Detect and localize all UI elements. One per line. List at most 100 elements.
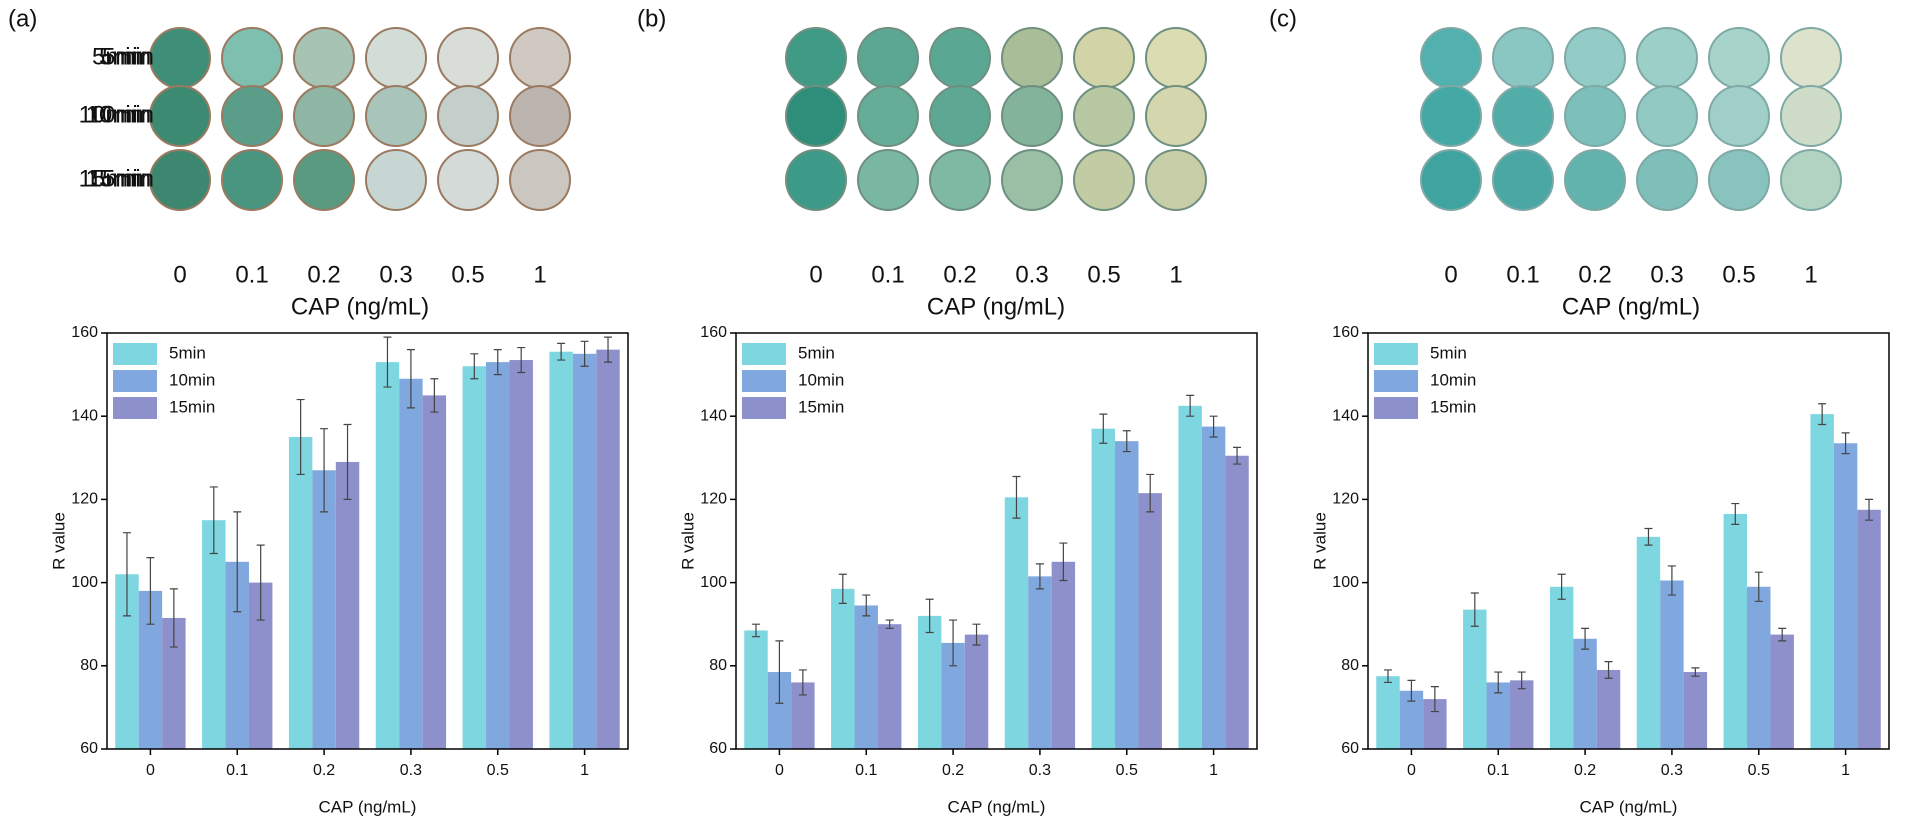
x-tick-label: 0 [1407,762,1416,779]
well-image [1420,85,1482,147]
y-tick-label: 160 [71,324,98,341]
y-tick-label: 100 [71,574,98,591]
x-tick-label: 0 [775,762,784,779]
error-bar [1059,542,1068,582]
bar [1115,441,1139,749]
legend-swatch [742,397,786,419]
panel-label: (b) [637,5,666,32]
plot-frame [735,332,1258,750]
y-tick-label: 120 [700,491,727,508]
column-label: 0.1 [871,261,904,288]
error-bar [1186,394,1195,417]
plot-frame [106,332,629,750]
bar [248,582,273,749]
x-tick-label: 0.1 [855,762,877,779]
bar [1683,672,1708,749]
bar [572,353,597,749]
error-bar [209,486,218,555]
well-image [221,27,283,89]
y-tick-label: 100 [700,574,727,591]
well-image [437,85,499,147]
legend-label: 10min [1430,370,1476,389]
error-bar [343,423,352,500]
bar [1636,536,1661,749]
bar [162,617,186,749]
well-image [1492,85,1554,147]
well-image [1708,85,1770,147]
well-image [149,149,211,211]
y-tick-label: 80 [709,657,727,674]
y-tick-label: 80 [1341,657,1359,674]
row-label: 5min [99,43,151,70]
bar [941,642,965,749]
well-image [929,85,991,147]
legend-swatch [113,397,157,419]
error-bar [1667,565,1676,596]
bar [1747,586,1771,749]
error-bar [320,428,329,513]
well-image [1564,149,1626,211]
error-bar [862,594,871,617]
bar [335,461,360,749]
error-bar [1407,679,1416,702]
error-bar [1581,627,1590,650]
bar [138,590,163,749]
error-bar [256,544,265,621]
row-label: 5min [92,43,144,70]
photo-x-label: CAP (ng/mL) [1562,293,1700,320]
bar [854,605,878,749]
error-bar [383,336,392,388]
y-tick-label: 120 [71,491,98,508]
bar [1423,699,1447,749]
x-tick-label: 0.2 [942,762,964,779]
bar [877,624,902,749]
error-bar [1470,592,1479,627]
column-label: 0.3 [1650,261,1683,288]
well-image [1636,27,1698,89]
error-bar [122,532,131,617]
well-image [509,149,571,211]
error-bar [949,619,958,667]
legend-swatch [113,370,157,392]
well-image [1073,85,1135,147]
column-label: 1 [533,261,546,288]
y-tick-label: 140 [700,407,727,424]
row-label: 10min [86,101,151,128]
bar [1463,609,1487,749]
well-image [785,85,847,147]
well-image [365,85,427,147]
column-label: 0.5 [1087,261,1120,288]
error-bar [1644,527,1653,546]
bar [1596,669,1621,749]
error-bar [1778,627,1787,642]
error-bar [751,623,760,638]
bar [1178,405,1202,749]
error-bar [604,336,613,363]
well-image [1145,85,1207,147]
column-label: 0.2 [1578,261,1611,288]
x-tick-label: 0 [146,762,155,779]
error-bar [1604,661,1613,679]
column-label: 1 [1804,261,1817,288]
error-bar [1209,415,1218,438]
error-bar [972,623,981,646]
error-bar [1122,430,1131,453]
well-image [293,27,355,89]
column-label: 0.5 [1722,261,1755,288]
error-bar [885,619,894,629]
row-label: 10min [89,101,154,128]
x-tick-label: 0.5 [487,762,509,779]
column-label: 0.1 [235,261,268,288]
error-bar [406,349,415,409]
well-image [1145,149,1207,211]
legend-label: 10min [798,370,844,389]
bar [1573,638,1597,749]
legend-swatch [742,343,786,365]
row-label: 15min [86,165,151,192]
error-bar [1383,669,1392,684]
legend-label: 15min [169,397,215,416]
x-tick-label: 0.5 [1116,762,1138,779]
error-bar [146,557,155,625]
well-image [1564,85,1626,147]
well-image [1145,27,1207,89]
